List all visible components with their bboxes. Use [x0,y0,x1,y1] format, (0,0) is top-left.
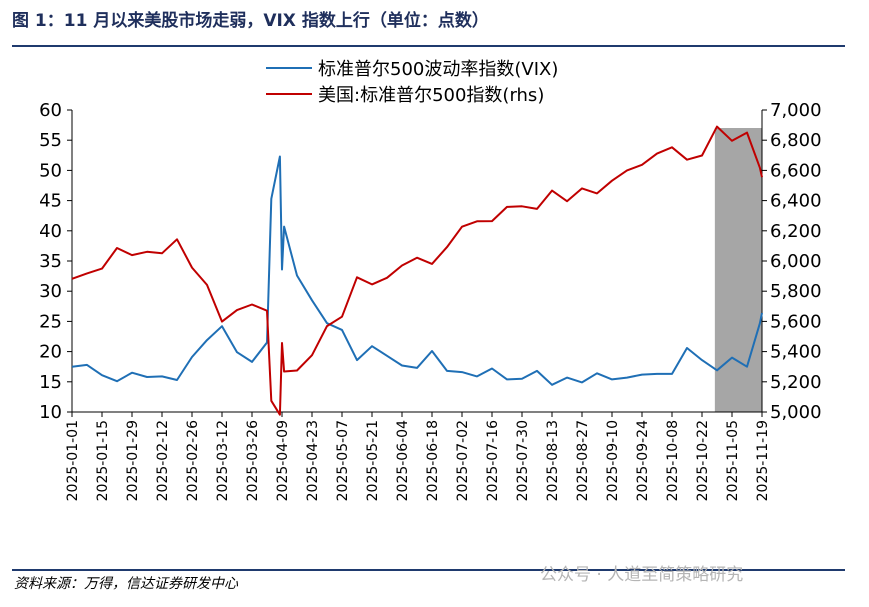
y-tick-label: 25 [39,311,62,332]
y2-tick-label: 6,600 [770,160,822,181]
y-tick-label: 40 [39,221,62,242]
x-tick-label: 2025-11-19 [755,420,771,501]
watermark: 公众号 · 人道至简策略研究 [540,565,743,585]
y-tick-label: 30 [39,281,62,302]
y-tick-label: 15 [39,372,62,393]
series-line [71,125,763,416]
x-tick-label: 2025-01-29 [125,420,141,501]
x-tick-label: 2025-07-02 [455,420,471,501]
y2-tick-label: 5,400 [770,342,822,363]
x-tick-label: 2025-01-15 [95,420,111,501]
x-tick-label: 2025-09-10 [605,420,621,501]
y2-tick-label: 6,000 [770,251,822,272]
x-tick-label: 2025-02-12 [155,420,171,501]
source-note: 资料来源：万得，信达证券研发中心 [14,576,239,592]
y-tick-label: 55 [39,130,62,151]
x-tick-label: 2025-02-26 [185,420,201,501]
x-tick-label: 2025-03-26 [245,420,261,501]
y2-tick-label: 7,000 [770,100,822,121]
x-tick-label: 2025-06-18 [425,420,441,501]
x-tick-label: 2025-04-09 [275,420,291,501]
x-tick-label: 2025-09-24 [635,420,651,501]
x-tick-label: 2025-08-27 [575,420,591,501]
y2-tick-label: 5,800 [770,281,822,302]
y2-tick-label: 5,000 [770,402,822,423]
x-tick-label: 2025-11-05 [725,420,741,501]
x-tick-label: 2025-04-23 [305,420,321,501]
x-tick-label: 2025-06-04 [395,420,411,501]
series-line [71,155,763,386]
y-tick-label: 20 [39,342,62,363]
y2-tick-label: 5,200 [770,372,822,393]
chart-title: 图 1：11 月以来美股市场走弱，VIX 指数上行（单位：点数） [12,10,489,31]
y2-tick-label: 5,600 [770,311,822,332]
shaded-range [714,128,762,412]
x-tick-label: 2025-05-21 [365,420,381,501]
y-tick-label: 45 [39,191,62,212]
y-tick-label: 10 [39,402,62,423]
x-tick-label: 2025-10-22 [695,420,711,501]
y2-tick-label: 6,800 [770,130,822,151]
y-tick-label: 60 [39,100,62,121]
x-tick-label: 2025-10-08 [665,420,681,501]
y-tick-label: 50 [39,160,62,181]
x-tick-label: 2025-01-01 [65,420,81,501]
y2-tick-label: 6,200 [770,221,822,242]
x-tick-label: 2025-03-12 [215,420,231,501]
x-tick-label: 2025-05-07 [335,420,351,501]
x-tick-label: 2025-07-16 [485,420,501,501]
y2-tick-label: 6,400 [770,191,822,212]
x-tick-label: 2025-08-13 [545,420,561,501]
legend-label: 美国:标准普尔500指数(rhs) [318,85,544,106]
legend-label: 标准普尔500波动率指数(VIX) [318,59,558,80]
x-tick-label: 2025-07-30 [515,420,531,501]
y-tick-label: 35 [39,251,62,272]
